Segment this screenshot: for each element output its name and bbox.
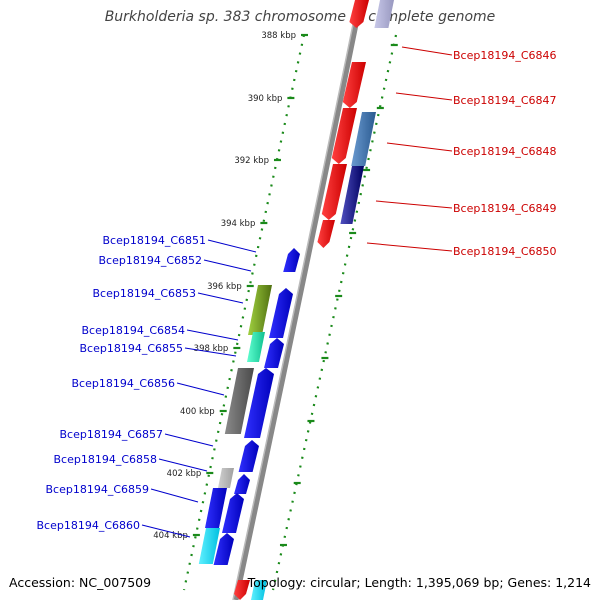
reverse-gene-label: Bcep18194_C6859 bbox=[45, 483, 149, 496]
reverse-gene-label: Bcep18194_C6851 bbox=[102, 234, 206, 247]
reverse-gene-label: Bcep18194_C6860 bbox=[36, 519, 140, 532]
accession-label: Accession: NC_007509 bbox=[9, 575, 152, 590]
reverse-gene bbox=[222, 493, 244, 533]
forward-gene-label: Bcep18194_C6848 bbox=[453, 145, 557, 158]
genome-backbone bbox=[233, 0, 364, 600]
reverse-gene bbox=[264, 338, 284, 368]
forward-gene-label: Bcep18194_C6847 bbox=[453, 94, 557, 107]
scale-tick-label: 400 kbp bbox=[180, 407, 215, 417]
reverse-gene bbox=[269, 288, 293, 338]
label-leader-line bbox=[141, 524, 191, 538]
label-leader-line bbox=[203, 259, 252, 272]
forward-gene-label: Bcep18194_C6846 bbox=[453, 49, 557, 62]
scale-tick-label: 388 kbp bbox=[261, 31, 296, 41]
forward-gene-colored bbox=[251, 580, 267, 600]
label-leader-line bbox=[386, 142, 453, 152]
scale-tick-label: 390 kbp bbox=[248, 94, 283, 104]
label-leader-line bbox=[375, 200, 453, 209]
reverse-gene-label: Bcep18194_C6858 bbox=[53, 453, 157, 466]
topology-label: Topology: circular; Length: 1,395,069 bp… bbox=[247, 575, 591, 590]
label-leader-line bbox=[366, 242, 453, 252]
reverse-gene-colored bbox=[218, 468, 234, 488]
forward-gene-colored bbox=[351, 112, 376, 166]
reverse-gene bbox=[238, 440, 259, 472]
reverse-gene bbox=[213, 533, 234, 565]
reverse-gene-label: Bcep18194_C6854 bbox=[81, 324, 185, 337]
label-leader-line bbox=[395, 92, 453, 101]
scale-tick-label: 404 kbp bbox=[153, 531, 188, 541]
forward-gene bbox=[321, 164, 347, 220]
reverse-gene-colored bbox=[247, 332, 265, 362]
reverse-gene bbox=[244, 368, 274, 438]
reverse-gene bbox=[283, 248, 300, 272]
forward-gene bbox=[331, 108, 357, 164]
label-leader-line bbox=[207, 239, 257, 253]
label-leader-line bbox=[164, 433, 214, 447]
scale-tick-label: 394 kbp bbox=[221, 219, 256, 229]
reverse-gene-label: Bcep18194_C6857 bbox=[59, 428, 163, 441]
map-title: Burkholderia sp. 383 chromosome 3, compl… bbox=[104, 9, 496, 25]
reverse-gene-label: Bcep18194_C6856 bbox=[71, 377, 175, 390]
label-leader-line bbox=[158, 458, 208, 472]
reverse-gene-label: Bcep18194_C6853 bbox=[92, 287, 196, 300]
label-leader-line bbox=[401, 46, 453, 56]
reverse-gene-colored bbox=[224, 368, 254, 434]
forward-gene bbox=[317, 220, 335, 248]
forward-gene bbox=[342, 62, 366, 108]
scale-tick-label: 396 kbp bbox=[207, 282, 242, 292]
label-leader-line bbox=[186, 329, 239, 341]
reverse-gene-colored bbox=[205, 488, 227, 528]
forward-gene-colored bbox=[374, 0, 394, 28]
scale-tick-label: 392 kbp bbox=[234, 156, 269, 166]
forward-gene-label: Bcep18194_C6850 bbox=[453, 245, 557, 258]
reverse-gene bbox=[234, 474, 250, 494]
reverse-gene-label: Bcep18194_C6852 bbox=[98, 254, 202, 267]
scale-tick-label: 402 kbp bbox=[167, 469, 202, 479]
forward-gene-label: Bcep18194_C6849 bbox=[453, 202, 557, 215]
forward-gene bbox=[234, 580, 250, 600]
reverse-gene-colored bbox=[198, 528, 220, 564]
label-leader-line bbox=[176, 382, 225, 396]
label-leader-line bbox=[150, 488, 199, 503]
scale-tick-label: 398 kbp bbox=[194, 344, 229, 354]
reverse-gene-colored bbox=[248, 285, 272, 335]
genome-backbone-highlight bbox=[232, 0, 359, 600]
forward-gene-colored bbox=[340, 166, 364, 224]
label-leader-line bbox=[184, 347, 237, 357]
reverse-gene-label: Bcep18194_C6855 bbox=[79, 342, 183, 355]
forward-gene bbox=[349, 0, 369, 28]
label-leader-line bbox=[197, 292, 244, 304]
